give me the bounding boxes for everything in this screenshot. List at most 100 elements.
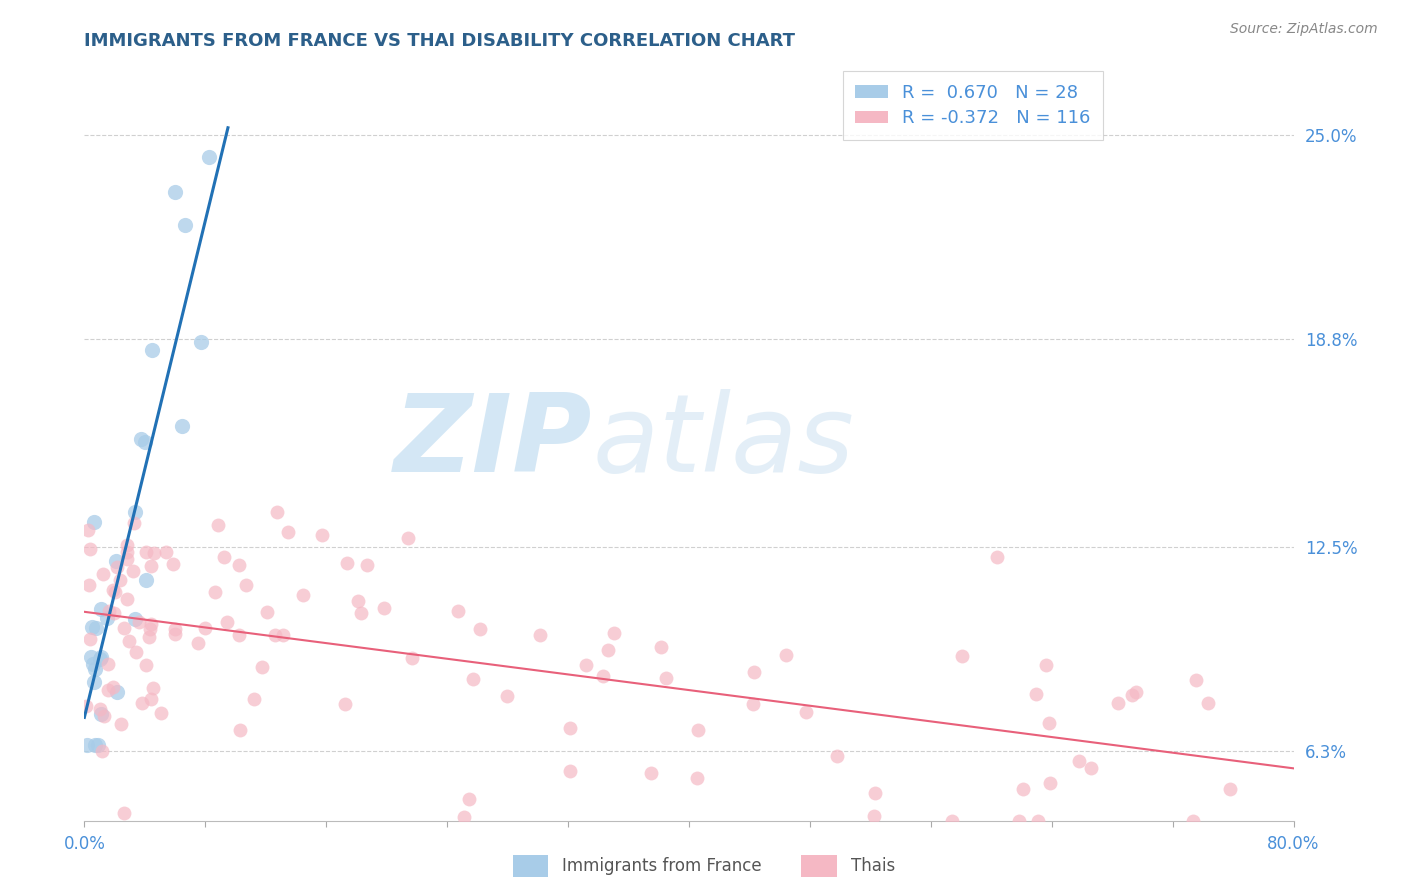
Point <box>650 640 672 654</box>
Point <box>686 771 709 785</box>
Point <box>115 551 138 566</box>
Point <box>165 185 187 199</box>
Point <box>453 810 475 824</box>
Point <box>277 524 299 539</box>
Point <box>256 605 278 619</box>
Point <box>187 636 209 650</box>
Point <box>77 578 100 592</box>
Point <box>90 602 112 616</box>
Point <box>77 523 100 537</box>
Point <box>862 809 884 823</box>
Point <box>1025 687 1047 701</box>
Point <box>170 419 193 434</box>
Point <box>125 645 148 659</box>
Point <box>79 649 101 664</box>
Point <box>1080 761 1102 775</box>
Point <box>686 723 709 738</box>
Point <box>596 643 619 657</box>
Point <box>142 681 165 696</box>
Point <box>1039 776 1062 790</box>
Point <box>141 617 163 632</box>
Point <box>215 615 238 630</box>
Point <box>124 516 146 531</box>
Point <box>80 620 103 634</box>
Point <box>101 680 124 694</box>
Point <box>457 791 479 805</box>
Point <box>124 505 146 519</box>
Point <box>468 622 491 636</box>
Point <box>163 622 186 636</box>
Point <box>744 665 766 679</box>
Point <box>229 723 252 737</box>
Point <box>90 707 112 722</box>
Point <box>775 648 797 662</box>
Point <box>97 604 120 618</box>
Point <box>1035 657 1057 672</box>
Point <box>741 697 763 711</box>
Point <box>104 585 127 599</box>
Point <box>266 505 288 519</box>
Text: ZIP: ZIP <box>394 389 592 494</box>
Point <box>941 814 963 828</box>
Point <box>91 744 114 758</box>
Point <box>228 558 250 572</box>
Point <box>103 606 125 620</box>
Point <box>118 634 141 648</box>
Point <box>1069 754 1091 768</box>
Point <box>138 630 160 644</box>
Point <box>335 697 357 711</box>
Point <box>592 669 614 683</box>
Point <box>143 546 166 560</box>
Point <box>115 592 138 607</box>
Point <box>105 685 128 699</box>
Point <box>863 786 886 800</box>
Point <box>173 218 195 232</box>
Point <box>96 683 118 698</box>
Point <box>235 578 257 592</box>
Point <box>101 582 124 597</box>
Point <box>82 657 104 671</box>
Point <box>560 721 582 735</box>
Legend: R =  0.670   N = 28, R = -0.372   N = 116: R = 0.670 N = 28, R = -0.372 N = 116 <box>842 71 1104 140</box>
Point <box>347 594 370 608</box>
Point <box>1012 781 1035 796</box>
Point <box>86 738 108 752</box>
Point <box>134 434 156 449</box>
Point <box>135 658 157 673</box>
Text: Thais: Thais <box>851 857 894 875</box>
Point <box>89 702 111 716</box>
Point <box>150 706 173 721</box>
Point <box>336 556 359 570</box>
Point <box>1185 673 1208 687</box>
Point <box>135 545 157 559</box>
Point <box>794 705 817 719</box>
Point <box>84 662 107 676</box>
Point <box>75 699 97 714</box>
Point <box>84 621 107 635</box>
Point <box>91 566 114 581</box>
Point <box>228 628 250 642</box>
Point <box>1121 688 1143 702</box>
Point <box>207 517 229 532</box>
Point <box>250 660 273 674</box>
Point <box>141 343 163 358</box>
Point <box>1125 685 1147 699</box>
Point <box>1026 814 1049 828</box>
Point <box>575 658 598 673</box>
Point <box>139 622 162 636</box>
Point <box>155 545 177 559</box>
Point <box>496 689 519 703</box>
Point <box>79 541 101 556</box>
Point <box>1107 696 1129 710</box>
Point <box>165 627 187 641</box>
Text: Source: ZipAtlas.com: Source: ZipAtlas.com <box>1230 22 1378 37</box>
Text: atlas: atlas <box>592 389 853 494</box>
Point <box>117 538 139 552</box>
Point <box>89 652 111 666</box>
Point <box>190 334 212 349</box>
Point <box>139 692 162 706</box>
Point <box>135 573 157 587</box>
Point <box>292 588 315 602</box>
Point <box>108 573 131 587</box>
Point <box>162 558 184 572</box>
